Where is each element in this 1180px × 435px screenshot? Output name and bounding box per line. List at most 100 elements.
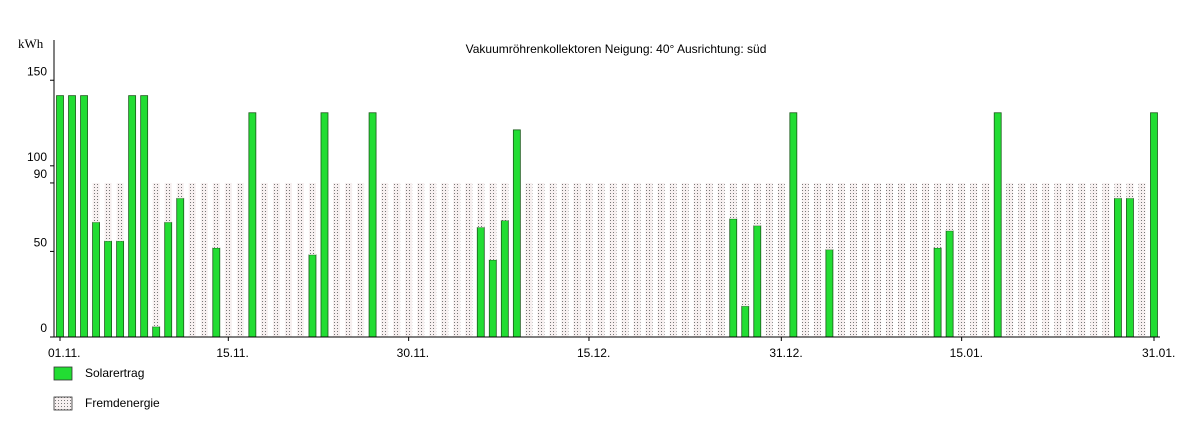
external-energy-bar (1030, 182, 1038, 337)
solar-bar (152, 326, 161, 338)
external-energy-bar (873, 182, 881, 337)
external-energy-bar (765, 182, 773, 337)
solar-bar (92, 221, 100, 338)
solar-bar (945, 230, 954, 338)
external-energy-bar (910, 182, 918, 337)
external-energy-bar (1054, 182, 1062, 337)
external-energy-bar (272, 182, 280, 337)
external-energy-bar (837, 182, 845, 337)
external-energy-bar (825, 182, 833, 250)
solar-bar (825, 249, 834, 338)
external-energy-bar (561, 182, 569, 337)
external-energy-bar (308, 182, 316, 255)
external-energy-bar (982, 182, 990, 337)
external-energy-bar (681, 182, 689, 337)
external-energy-bar (1090, 182, 1098, 337)
external-energy-bar (1078, 182, 1086, 337)
solar-bar (116, 240, 125, 338)
external-energy-bar (357, 182, 365, 337)
external-energy-bar (898, 182, 906, 337)
external-energy-bar (1042, 182, 1050, 337)
external-energy-bar (489, 182, 497, 260)
external-energy-bar (284, 182, 292, 337)
external-energy-bar (236, 182, 244, 337)
solar-bar (68, 95, 76, 338)
solar-bar (212, 247, 221, 338)
external-energy-bar (333, 182, 341, 337)
external-energy-bar (441, 182, 449, 337)
external-energy-bar (849, 182, 857, 337)
solar-bar (248, 112, 257, 338)
external-energy-bar (1066, 182, 1074, 337)
x-tick-label: 31.01. (1142, 346, 1175, 360)
external-energy-bar (946, 182, 954, 231)
external-energy-bar (645, 182, 653, 337)
external-energy-bar (260, 182, 268, 337)
external-energy-bar (1114, 182, 1122, 199)
external-energy-bar (224, 182, 232, 337)
solar-bar (308, 254, 317, 338)
external-energy-bar (200, 182, 208, 337)
external-energy-bar (669, 182, 677, 337)
solar-bar (512, 129, 521, 338)
external-energy-bar (525, 182, 533, 337)
external-energy-bar (621, 182, 629, 337)
solar-bar (80, 95, 88, 338)
legend-label: Solarertrag (85, 366, 144, 380)
external-energy-bar (176, 182, 184, 199)
x-tick-label: 15.12. (577, 346, 610, 360)
external-energy-bar (717, 182, 725, 337)
external-energy-bar (152, 182, 160, 327)
external-energy-bar (188, 182, 196, 337)
solar-bar (1126, 197, 1134, 338)
external-energy-bar (886, 182, 894, 337)
x-tick-label: 31.12. (769, 346, 802, 360)
solar-bar (320, 112, 329, 338)
external-energy-bar (657, 182, 665, 337)
x-tick-label: 30.11. (397, 346, 429, 360)
solar-bar (104, 240, 112, 338)
external-energy-bar (753, 182, 761, 226)
external-energy-bar (813, 182, 821, 337)
solar-bar (1150, 112, 1158, 338)
x-tick-label: 15.11. (216, 346, 248, 360)
solar-bar (500, 220, 509, 338)
external-energy-bar (417, 182, 425, 337)
external-energy-bar (597, 182, 605, 337)
solar-bar (789, 112, 798, 338)
external-energy-bar (693, 182, 701, 337)
external-energy-bar (1102, 182, 1110, 337)
external-energy-bar (922, 182, 930, 337)
external-energy-bar (393, 182, 401, 337)
y-tick-label: 50 (34, 236, 48, 250)
solar-bar (56, 95, 64, 338)
external-energy-bar (729, 182, 737, 219)
external-energy-bar (501, 182, 509, 221)
solar-bar (753, 225, 762, 338)
external-energy-bar (633, 182, 641, 337)
solar-bar (993, 112, 1002, 338)
external-energy-bar (116, 182, 124, 242)
y-axis-label: kWh (18, 36, 44, 51)
y-tick-label: 0 (40, 321, 47, 335)
y-tick-label: 100 (27, 150, 47, 164)
solar-bar (176, 197, 185, 338)
legend-swatch (53, 396, 73, 411)
external-energy-bar (970, 182, 978, 337)
external-energy-bar (296, 182, 304, 337)
x-tick-label: 15.01. (950, 346, 983, 360)
solar-bar (741, 305, 750, 338)
external-energy-bar (777, 182, 785, 337)
solar-bar (368, 112, 377, 338)
y-tick-label: 90 (34, 167, 48, 181)
legend-swatch (53, 366, 73, 381)
solar-bar (140, 95, 149, 338)
external-energy-bar (958, 182, 966, 337)
legend-label: Fremdenergie (85, 396, 160, 410)
external-energy-bar (92, 182, 100, 223)
solar-bar (488, 259, 497, 338)
chart-title: Vakuumröhrenkollektoren Neigung: 40° Aus… (466, 42, 767, 56)
external-energy-bar (861, 182, 869, 337)
solar-bar (729, 218, 738, 338)
